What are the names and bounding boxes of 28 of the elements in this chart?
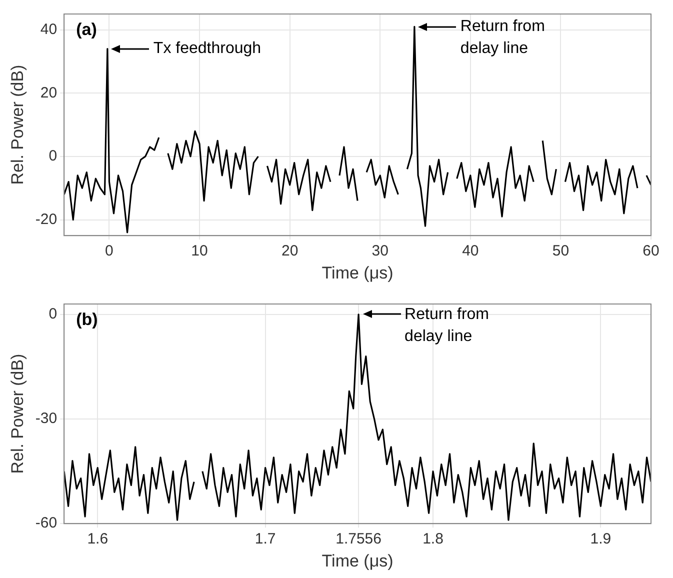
y-tick-label: 40 <box>40 20 58 38</box>
x-tick-label: 10 <box>191 242 208 260</box>
y-tick-label: -30 <box>35 410 58 428</box>
y-tick-label: 0 <box>48 306 58 323</box>
x-tick-label: 30 <box>372 242 388 260</box>
annotation: Tx feedthrough <box>153 40 262 58</box>
y-axis-title: Rel. Power (dB) <box>8 354 27 474</box>
x-tick-label: 20 <box>281 242 298 260</box>
x-tick-label: 1.7556 <box>336 530 382 548</box>
x-tick-label: 60 <box>642 242 660 260</box>
annotation: Return from delay line <box>460 18 545 58</box>
x-tick-label: 1.8 <box>422 530 444 548</box>
annotation: (b) <box>76 310 98 330</box>
annotation: Return from delay line <box>404 306 490 345</box>
x-tick-label: 1.7 <box>254 530 276 548</box>
x-tick-label: 0 <box>105 242 114 260</box>
y-tick-label: -20 <box>35 210 58 228</box>
x-axis-title: Time (μs) <box>322 263 394 282</box>
x-tick-label: 1.9 <box>590 530 612 548</box>
x-axis-title: Time (μs) <box>322 551 394 570</box>
x-tick-label: 50 <box>552 242 570 260</box>
y-tick-label: 0 <box>48 148 58 165</box>
y-tick-label: 20 <box>40 84 58 102</box>
y-axis-title: Rel. Power (dB) <box>8 64 27 185</box>
annotation: (a) <box>76 20 97 40</box>
x-tick-label: 1.6 <box>87 530 108 548</box>
y-tick-label: -60 <box>35 514 58 532</box>
x-tick-label: 40 <box>462 242 479 260</box>
